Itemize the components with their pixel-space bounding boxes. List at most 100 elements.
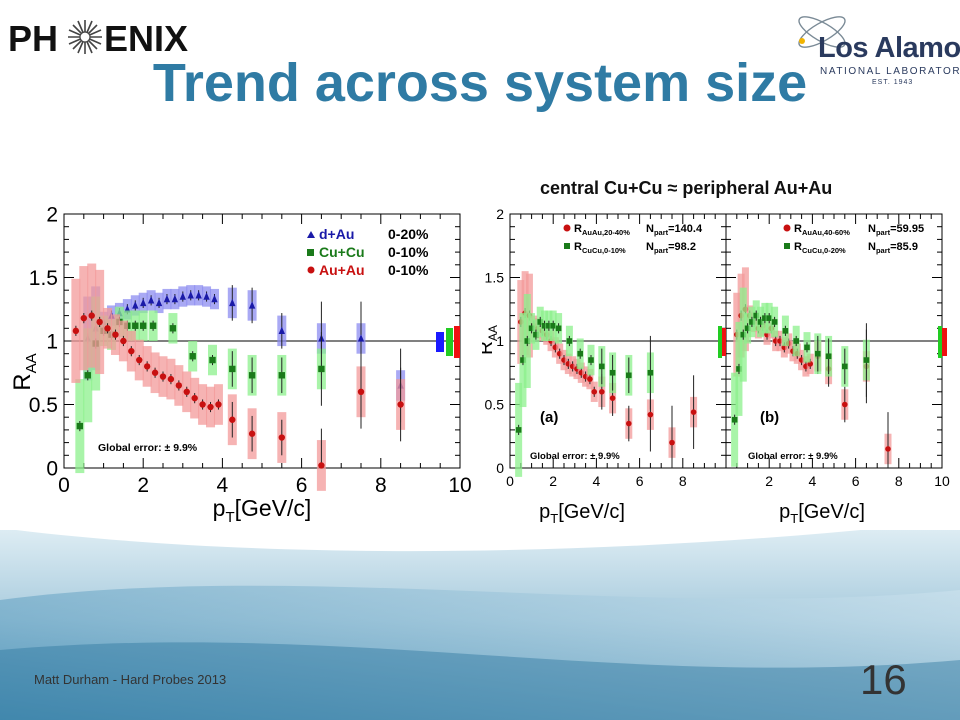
series-triangle-point	[179, 292, 186, 300]
global-error-box-b-red	[942, 328, 947, 356]
series-triangle-point	[147, 296, 155, 304]
series-square-point	[515, 427, 522, 433]
series-circle-point	[626, 420, 632, 427]
x-tick-label: 4	[593, 473, 601, 489]
legend-label-dau: d+Au	[319, 226, 354, 242]
series-circle-point	[136, 356, 143, 364]
series-circle-point	[669, 439, 675, 446]
series-square-point	[524, 338, 531, 344]
legend-marker-cucu	[307, 249, 314, 256]
y-tick-label: 2	[496, 206, 504, 222]
legend-b-marker-auau	[783, 224, 791, 232]
series-circle-point	[591, 389, 598, 395]
global-error-box-dau	[436, 332, 444, 352]
series-square-point	[209, 356, 216, 364]
series-square-point	[744, 325, 751, 332]
series-circle-point	[318, 462, 325, 469]
x-tick-label: 2	[765, 473, 773, 489]
series-square-point	[278, 372, 285, 379]
series-square-point	[825, 353, 832, 360]
series-circle-point	[191, 394, 198, 402]
series-triangle-point	[248, 301, 256, 309]
series-square-point	[248, 372, 256, 379]
series-square-point	[528, 325, 535, 332]
page-number: 16	[860, 656, 907, 703]
series-square-point	[804, 344, 810, 351]
series-square-point	[533, 331, 539, 338]
atom-icon	[798, 16, 846, 48]
series-square-point	[736, 366, 742, 372]
x-tick-label: 6	[296, 474, 308, 497]
series-square-point	[766, 315, 772, 321]
x-tick-label: 0	[506, 473, 514, 489]
panel-label-b: (b)	[760, 409, 779, 426]
series-square-point	[229, 365, 236, 373]
series-square-point	[588, 357, 594, 363]
series-triangle-point	[195, 291, 202, 299]
series-circle-point	[104, 325, 111, 332]
series-square-point	[749, 319, 755, 325]
series-triangle-point	[357, 334, 365, 342]
series-square-point	[609, 369, 616, 376]
series-square-point	[149, 322, 157, 329]
series-triangle-point	[155, 298, 163, 307]
global-error-box-auau	[454, 326, 460, 358]
series-square-point	[189, 353, 196, 360]
y-tick-label: 1	[46, 330, 58, 353]
legend-a-marker-auau	[563, 224, 571, 232]
series-circle-point	[609, 395, 616, 401]
series-square-point	[84, 372, 91, 379]
series-circle-point	[183, 388, 190, 395]
global-error-box-a-red	[722, 328, 726, 356]
x-tick-label: 0	[58, 474, 70, 497]
series-square-point	[753, 312, 760, 319]
x-tick-label: 4	[217, 474, 229, 497]
global-error-box-b-green	[938, 326, 942, 358]
series-square-point	[566, 338, 573, 344]
right-ylabel: RAA	[482, 325, 500, 355]
los-alamos-est: EST. 1943	[872, 79, 914, 86]
series-circle-point	[885, 446, 891, 452]
series-circle-point	[72, 327, 80, 335]
series-square-point	[731, 416, 738, 423]
series-square-point	[647, 369, 654, 376]
series-circle-point	[80, 314, 88, 322]
y-tick-label: 1.5	[485, 269, 505, 285]
legend-b-marker-cucu	[784, 243, 790, 249]
y-tick-label: 0	[46, 457, 58, 480]
legend-b-cucu-npart: Npart=85.9	[868, 241, 918, 255]
series-circle-point	[215, 401, 222, 408]
phoenix-star-icon	[68, 20, 102, 54]
series-circle-point	[357, 388, 365, 395]
series-circle-point	[397, 401, 404, 408]
series-triangle-point	[211, 294, 218, 303]
legend-label-cucu: Cu+Cu	[319, 244, 365, 260]
x-tick-label: 8	[375, 474, 387, 497]
global-error-box-cucu	[446, 328, 453, 356]
series-circle-point	[248, 430, 256, 437]
series-square-point	[771, 319, 778, 325]
series-square-point	[132, 322, 139, 329]
series-circle-point	[112, 331, 119, 338]
y-tick-label: 0	[496, 460, 504, 476]
series-circle-point	[647, 411, 654, 418]
series-square-point	[520, 357, 526, 363]
series-circle-point	[599, 389, 605, 395]
legend-label-auau: Au+Au	[319, 262, 365, 278]
series-circle-point	[96, 318, 103, 326]
los-alamos-name: Los Alamos	[818, 32, 960, 64]
series-square-point	[76, 422, 84, 430]
series-circle-point	[167, 375, 175, 383]
series-triangle-point	[278, 326, 285, 335]
x-tick-label: 2	[549, 473, 557, 489]
x-tick-label: 4	[809, 473, 817, 489]
series-circle-point	[278, 434, 285, 441]
phenix-logo-text-left: PH	[8, 18, 59, 59]
series-triangle-point	[132, 301, 139, 309]
series-square-point	[541, 322, 548, 329]
series-circle-point	[207, 403, 214, 411]
x-tick-label: 2	[137, 474, 149, 497]
x-tick-label: 8	[895, 473, 903, 489]
